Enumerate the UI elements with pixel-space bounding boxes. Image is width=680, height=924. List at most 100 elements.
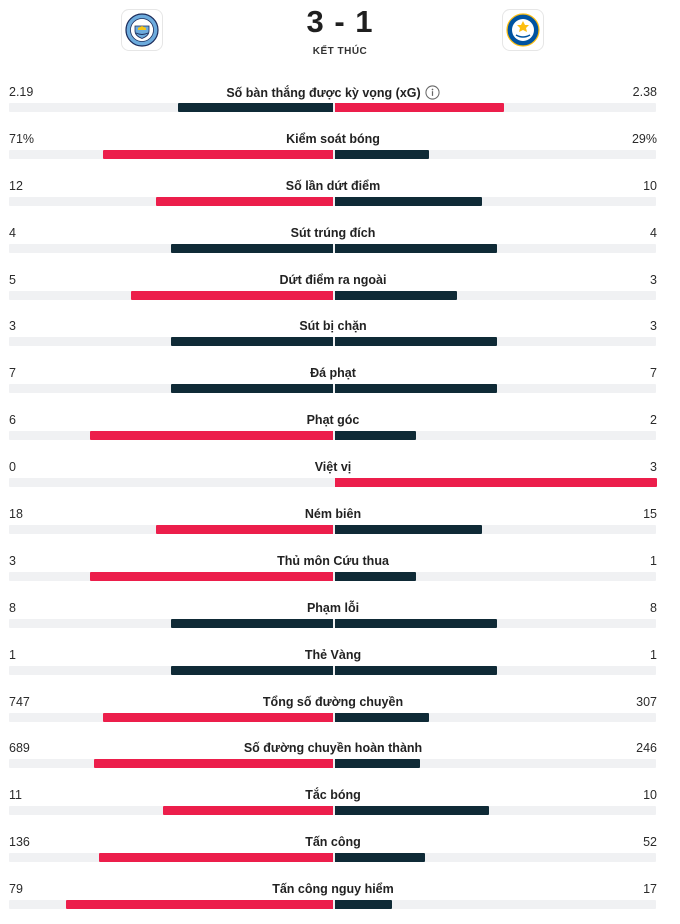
stat-row: 3 Thủ môn Cứu thua 1 bbox=[0, 549, 680, 596]
stat-label-text: Sút bị chặn bbox=[299, 319, 367, 334]
stat-row: 6 Phạt góc 2 bbox=[0, 408, 680, 455]
home-stat-value: 6 bbox=[9, 413, 16, 428]
away-stat-bar bbox=[335, 196, 483, 206]
home-stat-bar bbox=[171, 384, 333, 394]
stat-label-text: Sút trúng đích bbox=[290, 225, 376, 240]
away-stat-value: 10 bbox=[643, 178, 657, 193]
away-stat-bar bbox=[335, 525, 483, 535]
away-team-crest[interactable] bbox=[502, 9, 544, 51]
away-stat-value: 1 bbox=[650, 553, 657, 568]
stat-label-text: Ném biên bbox=[304, 507, 362, 522]
home-stat-value: 4 bbox=[9, 225, 16, 240]
stat-label-text: Số đường chuyền hoàn thành bbox=[243, 741, 423, 756]
away-stat-value: 2 bbox=[650, 413, 657, 428]
away-stat-value: 307 bbox=[636, 694, 657, 709]
match-header: 3 - 1 KẾT THÚC bbox=[0, 0, 680, 66]
stat-row: 1 Thẻ Vàng 1 bbox=[0, 643, 680, 690]
stat-bar-track bbox=[9, 618, 656, 628]
away-stat-bar bbox=[335, 290, 457, 300]
stat-label: Tấn công bbox=[0, 835, 666, 849]
away-stat-value: 15 bbox=[643, 507, 657, 522]
home-team-crest[interactable] bbox=[121, 9, 163, 51]
home-stat-value: 2.19 bbox=[9, 85, 34, 99]
info-icon[interactable] bbox=[425, 85, 440, 100]
stat-bar-track bbox=[9, 290, 656, 300]
stat-row: 747 Tổng số đường chuyền 307 bbox=[0, 690, 680, 737]
home-stat-value: 0 bbox=[9, 460, 16, 475]
match-status: KẾT THÚC bbox=[312, 46, 368, 57]
away-stat-bar bbox=[335, 853, 425, 863]
stat-label: Tắc bóng bbox=[0, 788, 666, 802]
stat-row: 689 Số đường chuyền hoàn thành 246 bbox=[0, 736, 680, 783]
stat-row: 5 Dứt điểm ra ngoài 3 bbox=[0, 268, 680, 315]
stat-label-text: Phạt góc bbox=[306, 413, 360, 428]
stat-label-text: Tổng số đường chuyền bbox=[262, 694, 404, 709]
home-stat-bar bbox=[171, 243, 333, 253]
home-stat-bar bbox=[177, 103, 333, 112]
away-stat-bar bbox=[335, 806, 490, 816]
home-stat-bar bbox=[102, 149, 333, 159]
home-stat-bar bbox=[156, 525, 333, 535]
home-stat-bar bbox=[98, 853, 333, 863]
away-stat-value: 52 bbox=[643, 835, 657, 850]
stat-row: 2.19 Số bàn thắng được kỳ vọng (xG) 2.38 bbox=[0, 80, 680, 127]
home-stat-value: 79 bbox=[9, 882, 23, 897]
away-stat-bar bbox=[335, 759, 421, 769]
stat-bar-track bbox=[9, 243, 656, 253]
stat-bar-track bbox=[9, 853, 656, 863]
home-stat-value: 12 bbox=[9, 178, 23, 193]
stat-label: Tổng số đường chuyền bbox=[0, 695, 666, 709]
man-city-crest-icon bbox=[125, 13, 159, 47]
stat-row: 7 Đá phạt 7 bbox=[0, 361, 680, 408]
home-stat-bar bbox=[156, 196, 333, 206]
stat-label-text: Thẻ Vàng bbox=[304, 647, 362, 662]
stat-bar-track bbox=[9, 149, 656, 159]
home-stat-value: 7 bbox=[9, 366, 16, 381]
stat-label: Số đường chuyền hoàn thành bbox=[0, 741, 666, 755]
home-stat-value: 8 bbox=[9, 600, 16, 615]
stat-bar-track bbox=[9, 478, 657, 488]
stat-row: 0 Việt vị 3 bbox=[0, 455, 680, 502]
home-stat-value: 3 bbox=[9, 553, 16, 568]
stat-label-text: Dứt điểm ra ngoài bbox=[279, 272, 387, 287]
away-stat-value: 3 bbox=[650, 319, 657, 334]
stat-label: Thủ môn Cứu thua bbox=[0, 554, 666, 568]
stat-bar-track bbox=[9, 571, 656, 581]
home-stat-value: 11 bbox=[9, 788, 22, 803]
stat-label: Kiểm soát bóng bbox=[0, 132, 666, 146]
stat-row: 71% Kiểm soát bóng 29% bbox=[0, 127, 680, 174]
away-stat-value: 29% bbox=[631, 131, 657, 146]
away-stat-value: 1 bbox=[650, 647, 657, 662]
home-stat-value: 136 bbox=[9, 835, 30, 850]
home-stat-bar bbox=[130, 290, 333, 300]
stat-bar-track bbox=[9, 384, 656, 394]
home-stat-bar bbox=[94, 759, 333, 769]
away-stat-bar bbox=[335, 571, 416, 581]
stat-label-text: Phạm lỗi bbox=[306, 600, 360, 615]
stat-bar-track bbox=[9, 712, 656, 722]
stat-bar-track bbox=[9, 900, 656, 910]
stats-list: 2.19 Số bàn thắng được kỳ vọng (xG) 2.38 71… bbox=[0, 80, 680, 924]
away-stat-value: 2.38 bbox=[632, 85, 657, 99]
stat-row: 11 Tắc bóng 10 bbox=[0, 783, 680, 830]
stat-bar-track bbox=[9, 525, 656, 535]
home-stat-bar bbox=[171, 665, 333, 675]
away-stat-value: 17 bbox=[643, 882, 657, 897]
away-stat-bar bbox=[335, 900, 393, 910]
away-stat-bar bbox=[335, 431, 416, 441]
away-stat-value: 10 bbox=[643, 788, 657, 803]
stat-label-text: Số bàn thắng được kỳ vọng (xG) bbox=[226, 86, 421, 100]
stat-row: 136 Tấn công 52 bbox=[0, 830, 680, 877]
home-stat-bar bbox=[171, 337, 333, 347]
home-stat-value: 689 bbox=[9, 741, 30, 756]
stat-label: Đá phạt bbox=[0, 366, 666, 380]
home-stat-bar bbox=[66, 900, 333, 910]
away-stat-bar bbox=[335, 149, 429, 159]
home-stat-value: 3 bbox=[9, 319, 16, 334]
stat-label: Số bàn thắng được kỳ vọng (xG) bbox=[0, 85, 666, 100]
stat-bar-track bbox=[9, 337, 656, 347]
stat-label: Việt vị bbox=[0, 460, 666, 474]
away-stat-value: 7 bbox=[650, 366, 657, 381]
stat-row: 12 Số lần dứt điểm 10 bbox=[0, 174, 680, 221]
home-stat-bar bbox=[90, 571, 333, 581]
